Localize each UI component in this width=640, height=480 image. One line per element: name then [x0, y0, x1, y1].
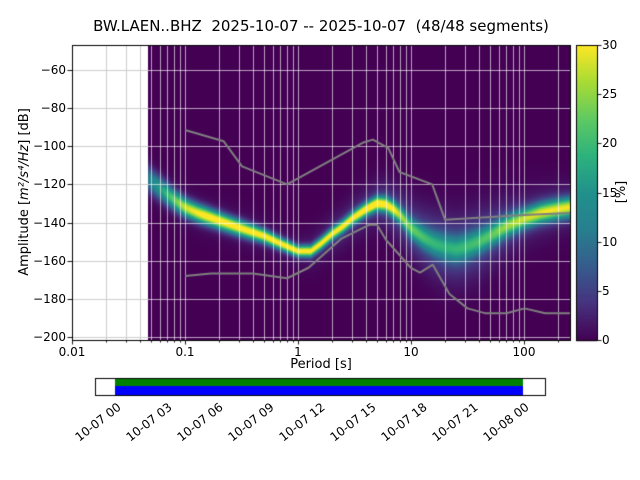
y-tick-label: −120 [33, 177, 66, 191]
colorbar-tick-label: 10 [602, 235, 618, 249]
x-tick-label: 0.01 [58, 345, 86, 359]
x-axis-label: Period [s] [290, 357, 352, 372]
y-tick-label: −200 [33, 330, 66, 344]
y-axis-label: Amplitude [m²/s⁴/Hz] [dB] [17, 108, 32, 276]
x-tick-label: 1 [294, 345, 302, 359]
colorbar-tick-label: 5 [602, 284, 610, 298]
colorbar-tick-label: 0 [602, 333, 610, 347]
x-tick-label: 100 [512, 345, 536, 359]
y-tick-label: −80 [40, 101, 66, 115]
chart-title: BW.LAEN..BHZ 2025-10-07 -- 2025-10-07 (4… [93, 17, 549, 35]
y-tick-label: −140 [33, 216, 66, 230]
colorbar-tick-label: 30 [602, 38, 618, 52]
colorbar-tick-label: 15 [602, 186, 618, 200]
colorbar-tick-label: 25 [602, 87, 618, 101]
y-tick-label: −60 [40, 63, 66, 77]
x-tick-label: 10 [403, 345, 419, 359]
x-tick-label: 0.1 [175, 345, 195, 359]
y-axis-label-math: m²/s⁴/Hz [17, 144, 32, 200]
colorbar-tick-label: 20 [602, 136, 618, 150]
y-tick-label: −180 [33, 292, 66, 306]
y-tick-label: −160 [33, 254, 66, 268]
y-tick-label: −100 [33, 139, 66, 153]
